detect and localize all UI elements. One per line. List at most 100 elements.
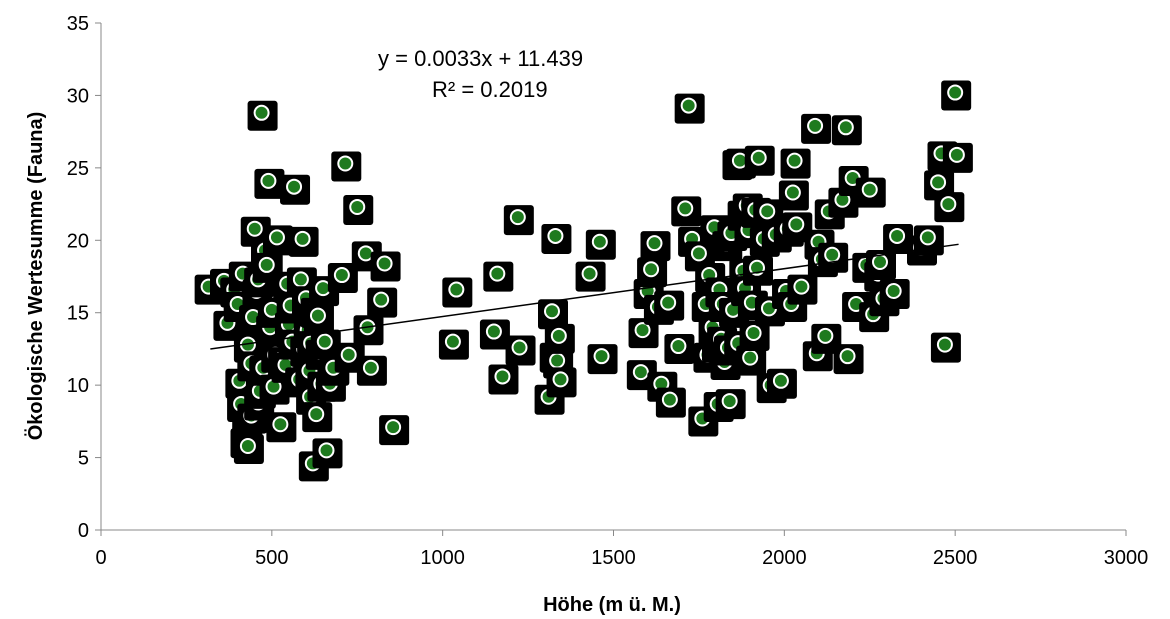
- data-point: [715, 389, 746, 420]
- data-point-marker: [547, 227, 564, 244]
- data-point: [640, 231, 671, 262]
- data-point-marker: [549, 352, 566, 369]
- data-point: [930, 332, 961, 363]
- data-point-marker: [839, 348, 856, 365]
- data-point-marker: [550, 327, 567, 344]
- data-point: [254, 168, 285, 199]
- data-point: [818, 242, 849, 273]
- data-point: [787, 274, 818, 305]
- data-point-marker: [936, 336, 953, 353]
- data-point: [833, 344, 864, 375]
- data-point: [438, 329, 469, 360]
- data-point: [233, 433, 264, 464]
- data-point-marker: [544, 303, 560, 320]
- data-point: [778, 180, 809, 211]
- data-point-marker: [509, 209, 526, 226]
- data-point-marker: [260, 172, 277, 189]
- data-point-marker: [318, 442, 335, 459]
- data-point-marker: [485, 323, 502, 340]
- data-point: [855, 177, 886, 208]
- data-point: [585, 229, 616, 260]
- data-point-marker: [308, 406, 325, 423]
- y-tick-label: 20: [67, 230, 89, 252]
- data-point-marker: [807, 117, 824, 134]
- data-point: [934, 192, 965, 223]
- data-point: [913, 225, 944, 256]
- data-point: [266, 412, 297, 443]
- data-point: [505, 335, 536, 366]
- data-point-marker: [385, 419, 402, 436]
- data-point-marker: [861, 181, 878, 198]
- data-point: [479, 319, 510, 350]
- data-point-marker: [448, 281, 465, 298]
- x-tick-label: 2000: [762, 547, 807, 569]
- data-point-marker: [793, 278, 810, 295]
- points-layer: [194, 80, 973, 482]
- x-tick-label: 3000: [1104, 547, 1149, 569]
- data-point-marker: [742, 349, 759, 366]
- data-point: [312, 438, 343, 469]
- data-point-marker: [721, 393, 738, 410]
- data-point-marker: [872, 254, 888, 271]
- y-tick-label: 30: [67, 85, 89, 107]
- data-point: [831, 115, 862, 146]
- data-point: [866, 250, 896, 281]
- data-point-marker: [349, 198, 366, 215]
- data-point-marker: [784, 184, 801, 201]
- y-tick-label: 25: [67, 158, 89, 180]
- data-point: [766, 368, 797, 399]
- data-point-marker: [940, 196, 957, 213]
- trendline-equation: y = 0.0033x + 11.439: [378, 46, 583, 71]
- data-point: [327, 263, 358, 294]
- data-point-marker: [268, 229, 285, 246]
- data-point-marker: [930, 174, 947, 191]
- data-point: [674, 93, 705, 124]
- data-point-marker: [817, 327, 834, 344]
- data-point: [941, 80, 972, 111]
- data-point: [310, 329, 341, 360]
- data-point-marker: [677, 200, 694, 217]
- y-tick-label: 5: [78, 448, 89, 470]
- data-point-marker: [885, 282, 902, 299]
- trendline-r-squared: R² = 0.2019: [432, 77, 548, 102]
- data-point: [483, 261, 514, 292]
- data-point-marker: [511, 339, 528, 356]
- data-point-marker: [286, 178, 303, 195]
- data-point: [801, 113, 832, 144]
- data-point: [544, 323, 575, 354]
- data-point-marker: [750, 149, 767, 166]
- data-point: [587, 344, 618, 375]
- data-point-marker: [362, 359, 379, 376]
- data-point-marker: [309, 307, 326, 324]
- data-point-marker: [581, 265, 598, 282]
- data-point-marker: [239, 437, 256, 454]
- data-point: [367, 287, 398, 318]
- data-point-marker: [373, 291, 390, 308]
- data-point-marker: [272, 416, 289, 433]
- data-point: [303, 303, 334, 334]
- data-point-marker: [947, 84, 964, 101]
- data-point-marker: [690, 245, 707, 262]
- data-point: [654, 290, 685, 321]
- data-point-marker: [593, 348, 610, 365]
- data-point-marker: [333, 267, 350, 284]
- data-point-marker: [376, 255, 393, 272]
- y-tick-label: 10: [67, 375, 89, 397]
- data-point-marker: [670, 338, 687, 355]
- data-point-marker: [837, 119, 854, 136]
- data-point: [879, 278, 910, 309]
- trendline: [210, 243, 959, 350]
- data-point: [280, 174, 311, 205]
- data-point: [353, 315, 384, 346]
- data-point: [247, 100, 278, 131]
- data-point: [379, 415, 410, 446]
- data-point-marker: [337, 155, 354, 172]
- data-point: [780, 148, 811, 179]
- data-point-marker: [258, 256, 275, 273]
- data-point-marker: [340, 346, 357, 363]
- data-point: [538, 299, 568, 330]
- data-point-marker: [660, 294, 677, 311]
- data-point-marker: [745, 324, 762, 341]
